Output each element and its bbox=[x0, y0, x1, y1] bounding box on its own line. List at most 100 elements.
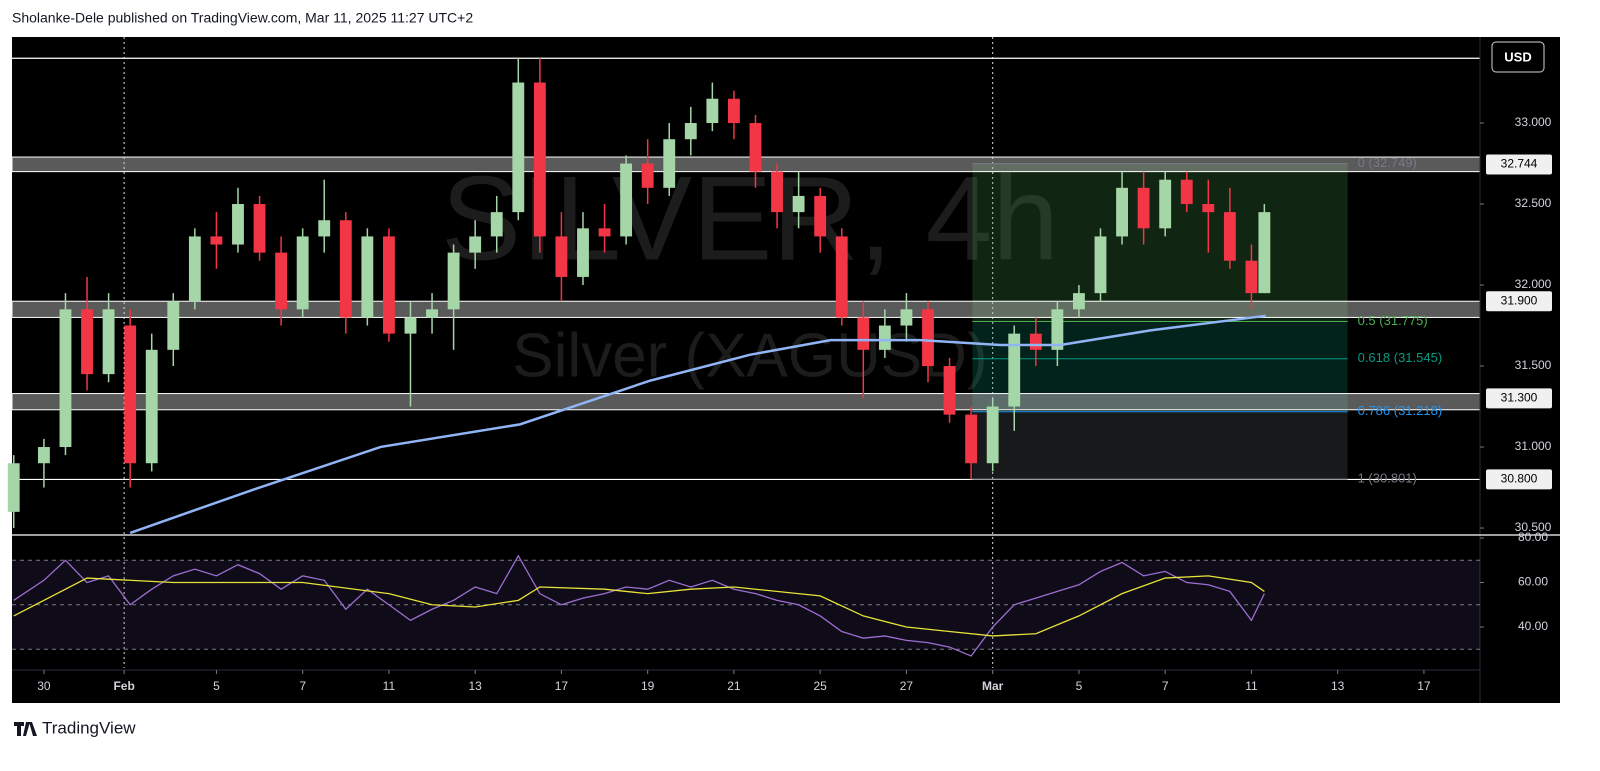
candle-body bbox=[81, 309, 93, 375]
candle-body bbox=[878, 325, 891, 350]
x-tick-label: 11 bbox=[1245, 679, 1258, 693]
candle-body bbox=[835, 236, 848, 318]
y-tick-label: 31.000 bbox=[1515, 439, 1552, 453]
x-tick-label: 13 bbox=[1331, 679, 1345, 693]
candle-body bbox=[663, 139, 676, 188]
candle-body bbox=[1258, 212, 1271, 294]
x-tick-label: 17 bbox=[555, 679, 569, 693]
level-price-label: 30.800 bbox=[1501, 472, 1538, 486]
candle-body bbox=[296, 236, 309, 310]
level-price-label: 31.300 bbox=[1501, 391, 1538, 405]
y-tick-label: 60.00 bbox=[1518, 575, 1548, 589]
candle-body bbox=[577, 228, 589, 277]
x-tick-label: Feb bbox=[113, 679, 134, 693]
level-price-label: 32.744 bbox=[1501, 157, 1538, 171]
candle-body bbox=[749, 123, 762, 172]
fib-label: 0.618 (31.545) bbox=[1358, 350, 1443, 365]
candle-body bbox=[167, 301, 180, 350]
candle-body bbox=[1094, 236, 1107, 294]
candle-body bbox=[382, 236, 395, 334]
candle-body bbox=[598, 228, 611, 237]
candle-body bbox=[1202, 204, 1215, 213]
candle-body bbox=[857, 317, 870, 350]
candle-body bbox=[37, 447, 50, 464]
candle-body bbox=[533, 82, 546, 237]
candle-body bbox=[59, 309, 72, 448]
rsi-line bbox=[13, 575, 1265, 637]
sr-zone bbox=[11, 300, 1481, 318]
y-tick-label: 33.000 bbox=[1515, 115, 1552, 129]
candle-body bbox=[361, 236, 374, 318]
candle-body bbox=[641, 163, 654, 188]
publisher-header: Sholanke-Dele published on TradingView.c… bbox=[12, 10, 473, 26]
level-price-box bbox=[1486, 388, 1552, 409]
rsi-line bbox=[13, 554, 1265, 657]
y-tick-label: 80.00 bbox=[1518, 530, 1548, 544]
candle-body bbox=[965, 414, 978, 464]
candle-body bbox=[232, 204, 244, 245]
candle-body bbox=[1116, 187, 1128, 237]
candle-body bbox=[620, 163, 633, 237]
x-tick-label: Mar bbox=[982, 679, 1004, 693]
candle-body bbox=[426, 309, 438, 318]
fib-label: 0 (32.749) bbox=[1358, 155, 1417, 170]
candle-body bbox=[922, 309, 934, 367]
x-tick-label: 25 bbox=[813, 679, 827, 693]
candle-body bbox=[469, 236, 482, 253]
candle-body bbox=[1223, 212, 1236, 261]
sr-zone bbox=[11, 393, 1481, 411]
candle-body bbox=[706, 98, 719, 124]
candle-body bbox=[512, 82, 525, 213]
candle-body bbox=[124, 325, 137, 464]
fib-label: 0.5 (31.775) bbox=[1358, 313, 1428, 328]
footer-logo: TradingView bbox=[42, 718, 136, 737]
x-tick-label: 7 bbox=[1162, 679, 1169, 693]
fib-zone bbox=[972, 411, 1348, 480]
candle-body bbox=[986, 406, 999, 464]
candle-body bbox=[1029, 333, 1042, 350]
level-price-box bbox=[1486, 154, 1552, 175]
y-tick-label: 40.00 bbox=[1518, 619, 1548, 633]
x-tick-label: 7 bbox=[299, 679, 306, 693]
x-tick-label: 5 bbox=[213, 679, 220, 693]
currency-button[interactable] bbox=[1491, 41, 1545, 73]
moving-average bbox=[129, 314, 1266, 535]
candle-body bbox=[318, 220, 331, 237]
candle-body bbox=[275, 252, 288, 310]
level-price-label: 31.900 bbox=[1501, 293, 1538, 307]
sr-zone bbox=[11, 156, 1481, 173]
candle-body bbox=[145, 349, 158, 464]
x-tick-label: 5 bbox=[1076, 679, 1083, 693]
currency-label: USD bbox=[1504, 49, 1531, 64]
candle-body bbox=[1159, 179, 1172, 229]
candle-body bbox=[210, 236, 223, 245]
y-tick-label: 30.500 bbox=[1515, 520, 1552, 534]
candle-body bbox=[188, 236, 201, 302]
x-tick-label: 27 bbox=[900, 679, 914, 693]
fib-label: 1 (30.801) bbox=[1358, 471, 1417, 486]
x-tick-label: 17 bbox=[1417, 679, 1431, 693]
candle-body bbox=[404, 317, 417, 334]
candle-body bbox=[1180, 179, 1193, 205]
candle-body bbox=[490, 212, 503, 237]
candle-body bbox=[7, 463, 20, 512]
x-tick-label: 13 bbox=[468, 679, 482, 693]
candle-body bbox=[792, 195, 805, 213]
candle-body bbox=[555, 236, 568, 277]
y-tick-label: 32.000 bbox=[1515, 277, 1552, 291]
x-tick-label: 19 bbox=[641, 679, 655, 693]
candle-body bbox=[900, 309, 913, 326]
candle-body bbox=[943, 366, 956, 415]
candle-body bbox=[253, 204, 266, 253]
candle-body bbox=[447, 252, 460, 310]
candle-body bbox=[1051, 309, 1064, 350]
candle-body bbox=[771, 171, 783, 213]
candle-body bbox=[1073, 293, 1085, 310]
x-tick-label: 11 bbox=[383, 679, 396, 693]
rsi-band bbox=[12, 560, 1480, 650]
x-tick-label: 30 bbox=[37, 679, 51, 693]
level-price-box bbox=[1486, 469, 1552, 490]
fib-label: 0.786 (31.218) bbox=[1358, 403, 1443, 418]
